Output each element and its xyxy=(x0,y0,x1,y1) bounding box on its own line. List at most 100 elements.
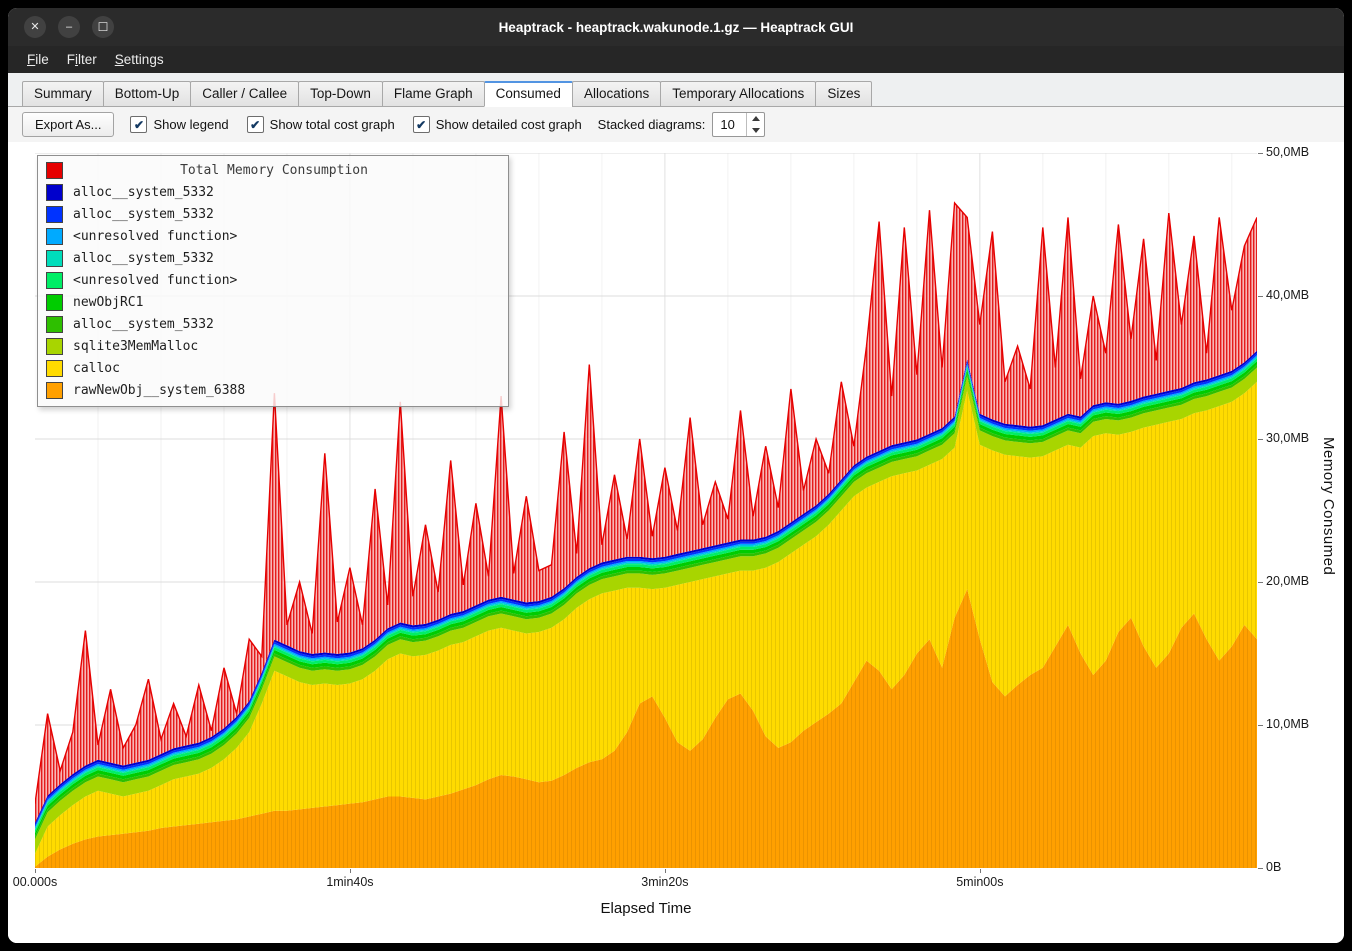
tab-summary[interactable]: Summary xyxy=(22,81,104,107)
stacked-diagrams-group: Stacked diagrams: 10 xyxy=(598,112,766,137)
x-tick-mark xyxy=(349,869,351,873)
legend-swatch xyxy=(46,381,63,399)
legend-swatch xyxy=(46,337,63,355)
legend-label: <unresolved function> xyxy=(73,228,238,244)
tab-consumed[interactable]: Consumed xyxy=(483,81,573,107)
checkbox-label: Show detailed cost graph xyxy=(435,117,582,132)
y-tick-mark xyxy=(1258,868,1263,869)
chart-area: Total Memory Consumption alloc__system_53… xyxy=(8,142,1344,943)
legend-item: rawNewObj__system_6388 xyxy=(38,379,508,401)
window-controls: ✕ – ☐ xyxy=(8,16,114,38)
x-tick-label: 00.000s xyxy=(12,875,58,889)
legend-swatch xyxy=(46,227,63,245)
checkbox-group: ✔ Show legend ✔ Show total cost graph ✔ Show … xyxy=(130,116,582,133)
checkbox-show-total-cost-graph[interactable]: ✔ Show total cost graph xyxy=(246,116,395,133)
legend-label: alloc__system_5332 xyxy=(73,206,214,222)
legend-label: sqlite3MemMalloc xyxy=(73,338,199,354)
spinner-buttons xyxy=(746,113,764,136)
minimize-icon: – xyxy=(65,20,73,33)
total-consumption-line xyxy=(35,201,1257,804)
menu-settings[interactable]: Settings xyxy=(114,52,164,67)
consumed-chart[interactable] xyxy=(35,153,1257,868)
legend-label: calloc xyxy=(73,360,120,376)
stacked-diagrams-label: Stacked diagrams: xyxy=(597,117,706,132)
legend-label: <unresolved function> xyxy=(73,272,238,288)
checkbox-check-icon: ✔ xyxy=(130,116,148,133)
y-tick-label: 40,0MB xyxy=(1266,288,1310,302)
y-tick-label: 0B xyxy=(1266,860,1282,874)
y-tick-mark xyxy=(1258,439,1263,440)
menu-file[interactable]: File xyxy=(27,52,49,67)
legend-swatch xyxy=(46,293,63,311)
y-tick-label: 30,0MB xyxy=(1266,431,1310,445)
tab-flame-graph[interactable]: Flame Graph xyxy=(381,81,485,107)
legend-title: Total Memory Consumption xyxy=(38,159,508,181)
checkbox-check-icon: ✔ xyxy=(246,116,264,133)
spin-down-button[interactable] xyxy=(747,125,764,137)
checkbox-show-detailed-cost-graph[interactable]: ✔ Show detailed cost graph xyxy=(412,116,582,133)
checkbox-show-legend[interactable]: ✔ Show legend xyxy=(130,116,229,133)
y-tick-label: 10,0MB xyxy=(1266,717,1310,731)
y-tick-mark xyxy=(1258,296,1263,297)
checkbox-check-icon: ✔ xyxy=(412,116,430,133)
legend-item: <unresolved function> xyxy=(38,269,508,291)
export-as-button[interactable]: Export As... xyxy=(22,112,115,137)
maximize-button[interactable]: ☐ xyxy=(92,16,114,38)
band-calloc xyxy=(35,381,1257,867)
y-axis-title: Memory Consumed xyxy=(1320,437,1337,576)
x-tick-label: 1min40s xyxy=(326,875,374,889)
legend-item: sqlite3MemMalloc xyxy=(38,335,508,357)
chart-legend: Total Memory Consumption alloc__system_53… xyxy=(37,155,509,407)
checkbox-label: Show legend xyxy=(153,117,229,132)
minimize-button[interactable]: – xyxy=(58,16,80,38)
stacked-diagrams-spinbox[interactable]: 10 xyxy=(712,112,766,137)
tab-caller-callee[interactable]: Caller / Callee xyxy=(190,81,300,107)
menu-filter[interactable]: Filter xyxy=(66,52,97,67)
x-tick-label: 5min00s xyxy=(956,875,1004,889)
tab-bottom-up[interactable]: Bottom-Up xyxy=(102,81,192,107)
x-tick-mark xyxy=(35,869,36,873)
tab-top-down[interactable]: Top-Down xyxy=(298,81,383,107)
close-button[interactable]: ✕ xyxy=(24,16,46,38)
stacked-diagrams-value[interactable]: 10 xyxy=(720,117,735,132)
spin-up-button[interactable] xyxy=(747,113,764,125)
menubar: File Filter Settings xyxy=(8,46,1344,73)
legend-item: calloc xyxy=(38,357,508,379)
chevron-up-icon xyxy=(751,116,760,122)
heaptrack-window: ✕ – ☐ Heaptrack - heaptrack.wakunode.1.g… xyxy=(8,8,1344,943)
legend-swatch xyxy=(46,315,63,333)
legend-swatch xyxy=(46,161,63,179)
y-tick-mark xyxy=(1258,153,1263,154)
y-tick-mark xyxy=(1258,582,1263,583)
legend-swatch xyxy=(46,359,63,377)
tab-allocations[interactable]: Allocations xyxy=(571,81,662,107)
titlebar[interactable]: ✕ – ☐ Heaptrack - heaptrack.wakunode.1.g… xyxy=(8,8,1344,46)
legend-label: alloc__system_5332 xyxy=(73,250,214,266)
tab-bar: Summary Bottom-Up Caller / Callee Top-Down F… xyxy=(8,73,1344,107)
tab-sizes[interactable]: Sizes xyxy=(815,81,873,107)
x-tick-label: 3min20s xyxy=(641,875,689,889)
legend-label: newObjRC1 xyxy=(73,294,144,310)
legend-swatch xyxy=(46,205,63,223)
x-tick-mark xyxy=(979,869,981,873)
y-tick-mark xyxy=(1258,725,1263,726)
total-consumption-area xyxy=(35,203,1257,823)
legend-swatch xyxy=(46,271,63,289)
toolbar: Export As... ✔ Show legend ✔ Show total cos… xyxy=(8,107,1344,142)
legend-item: alloc__system_5332 xyxy=(38,313,508,335)
x-axis-title: Elapsed Time xyxy=(600,900,692,917)
legend-label: Total Memory Consumption xyxy=(180,162,368,178)
window-title: Heaptrack - heaptrack.wakunode.1.gz — He… xyxy=(498,19,854,35)
tab-temporary-allocations[interactable]: Temporary Allocations xyxy=(660,81,817,107)
legend-label: alloc__system_5332 xyxy=(73,316,214,332)
legend-swatch xyxy=(46,249,63,267)
chevron-down-icon xyxy=(751,127,760,133)
legend-item: alloc__system_5332 xyxy=(38,247,508,269)
maximize-icon: ☐ xyxy=(97,20,109,34)
legend-swatch xyxy=(46,183,63,201)
legend-item: newObjRC1 xyxy=(38,291,508,313)
close-icon: ✕ xyxy=(30,20,40,33)
y-tick-label: 20,0MB xyxy=(1266,574,1310,588)
checkbox-label: Show total cost graph xyxy=(269,117,395,132)
legend-item: alloc__system_5332 xyxy=(38,203,508,225)
